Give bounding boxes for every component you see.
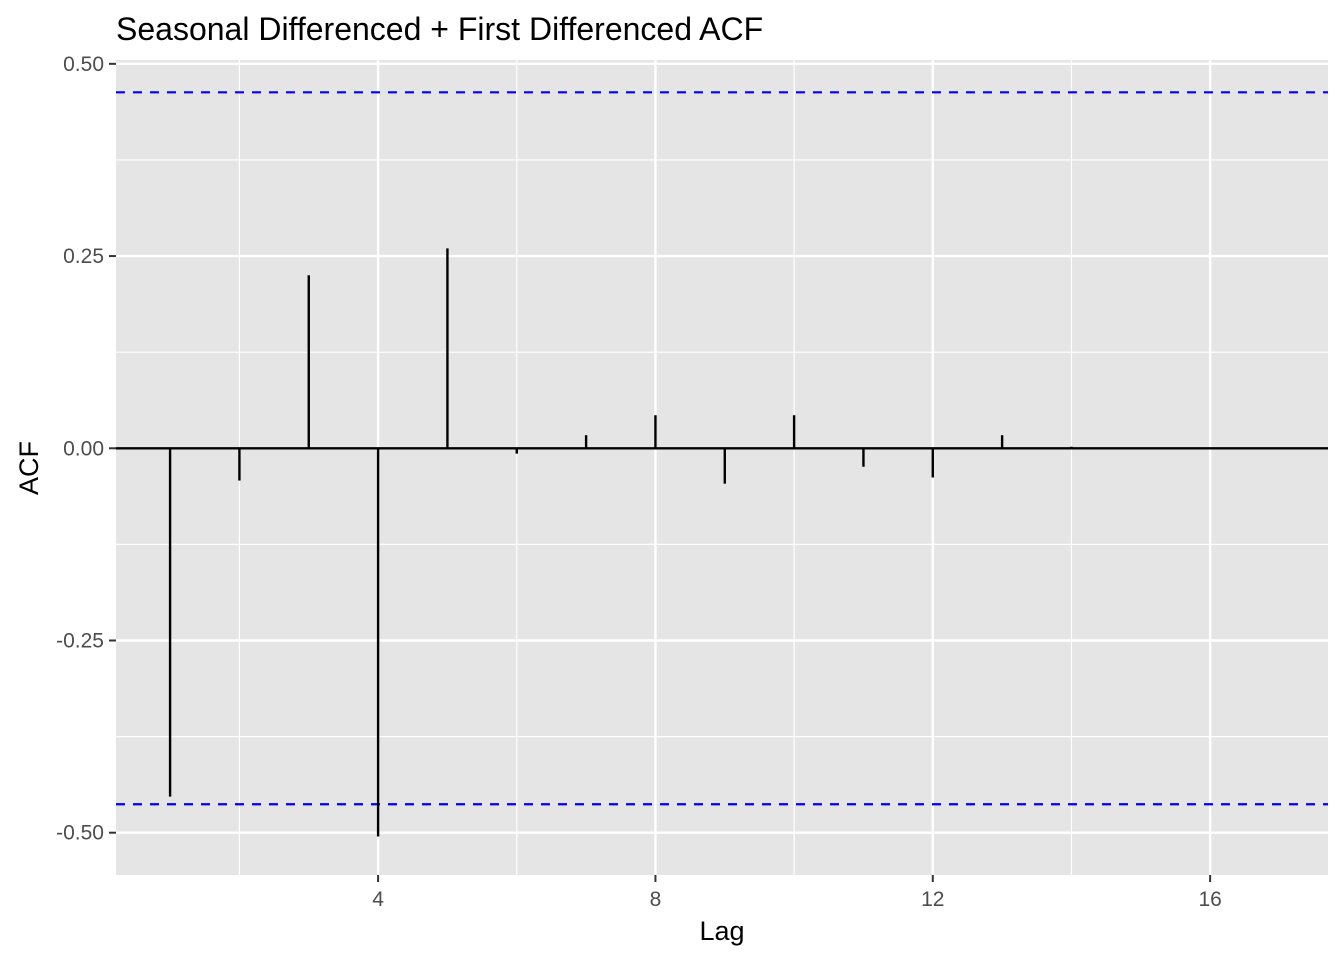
x-tick-label: 16 bbox=[1198, 888, 1221, 911]
x-tick-label: 4 bbox=[372, 888, 384, 911]
y-tick-label: -0.25 bbox=[56, 629, 104, 652]
y-axis: -0.50 -0.25 0.00 0.25 0.50 bbox=[56, 53, 116, 845]
x-tick-label: 8 bbox=[650, 888, 662, 911]
y-tick-label: 0.25 bbox=[63, 245, 104, 268]
y-tick-label: 0.00 bbox=[63, 437, 104, 460]
x-axis-title: Lag bbox=[699, 916, 744, 946]
minor-gridlines bbox=[116, 60, 1328, 875]
chart-title: Seasonal Differenced + First Differenced… bbox=[116, 11, 763, 47]
y-tick-label: 0.50 bbox=[63, 53, 104, 76]
confidence-bounds bbox=[116, 91, 1328, 806]
x-tick-label: 12 bbox=[921, 888, 944, 911]
y-tick-label: -0.50 bbox=[56, 822, 104, 845]
plot-panel bbox=[116, 60, 1328, 875]
x-axis: 4 8 12 16 bbox=[372, 875, 1222, 911]
y-axis-title: ACF bbox=[14, 441, 44, 495]
